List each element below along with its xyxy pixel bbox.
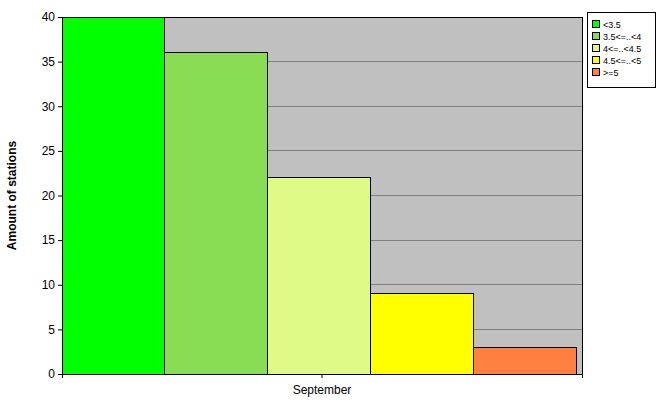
tick-label: 30 [42, 100, 56, 114]
legend-label: 4.5<=..<5 [603, 56, 641, 66]
tick-mark [58, 62, 62, 63]
tick-label: September [293, 383, 352, 397]
legend-label: 4<=..<4.5 [603, 44, 641, 54]
legend-swatch [593, 33, 600, 40]
tick: 10 [42, 278, 62, 292]
tick: 35 [42, 55, 62, 69]
legend-swatch [593, 45, 600, 52]
tick: 25 [42, 144, 62, 158]
legend-label: 3.5<=..<4 [603, 32, 641, 42]
legend-box [588, 13, 656, 88]
tick-mark [58, 196, 62, 197]
tick-label: 20 [42, 189, 56, 203]
tick-mark [58, 285, 62, 286]
tick-mark [58, 151, 62, 152]
bar [473, 347, 576, 374]
tick-label: 25 [42, 144, 56, 158]
y-axis: 0 5 10 15 20 25 30 35 40 [42, 10, 63, 381]
tick-mark [58, 106, 62, 107]
tick: 30 [42, 100, 62, 114]
legend-label: <3.5 [603, 20, 621, 30]
tick-mark [58, 17, 62, 18]
bar [62, 17, 165, 374]
tick: 15 [42, 233, 62, 247]
legend-swatch [593, 69, 600, 76]
tick-label: 35 [42, 55, 56, 69]
axis-line [58, 18, 63, 375]
chart: 0 5 10 15 20 25 30 35 40 September Amount of stati… [0, 0, 667, 415]
tick-mark [58, 240, 62, 241]
grid [62, 17, 582, 374]
tick: September [293, 374, 352, 397]
bar [268, 178, 371, 374]
legend-swatch [593, 57, 600, 64]
bar [165, 53, 268, 374]
bar [370, 294, 473, 374]
tick-label: 0 [48, 367, 55, 381]
tick: 0 [48, 367, 62, 381]
plot-frame [62, 17, 582, 374]
tick: 20 [42, 189, 62, 203]
plot: 0 5 10 15 20 25 30 35 40 September [42, 10, 583, 397]
bars [62, 17, 576, 374]
plot-background [62, 17, 582, 374]
axis-line [63, 375, 583, 379]
tick: 40 [42, 10, 62, 24]
tick-label: 10 [42, 278, 56, 292]
tick-mark [58, 374, 62, 375]
legend-swatch [593, 21, 600, 28]
tick-mark [58, 329, 62, 330]
legend-label: >=5 [603, 68, 619, 78]
legend: <3.5 3.5<=..<4 4<=..<4.5 4.5<=..<5 >=5 [588, 13, 656, 88]
y-axis-title: Amount of stations [5, 141, 19, 251]
tick-label: 15 [42, 233, 56, 247]
tick: 5 [48, 323, 62, 337]
tick-label: 40 [42, 10, 56, 24]
tick-mark [322, 374, 323, 378]
tick-label: 5 [48, 323, 55, 337]
x-axis: September [63, 374, 583, 397]
